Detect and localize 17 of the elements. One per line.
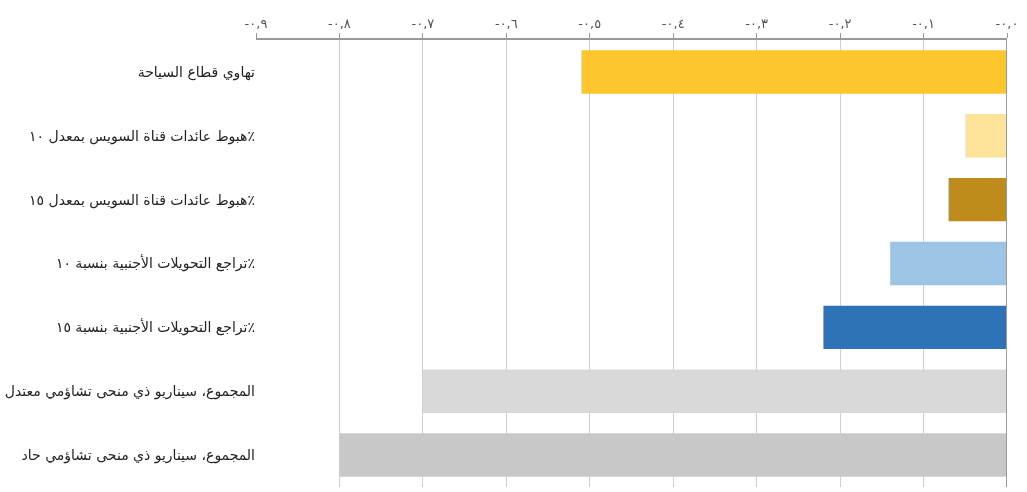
x-tick-label: -٠,٣ bbox=[745, 15, 769, 31]
x-tick-label: -٠,٤ bbox=[661, 15, 685, 31]
x-tick-label: -٠,٩ bbox=[244, 15, 268, 31]
x-tick-label: -٠,٦ bbox=[494, 15, 518, 31]
x-tick-label: -٠,٨ bbox=[328, 15, 351, 31]
y-tick-label: تراجع التحويلات الأجنبية بنسبة ١٥٪ bbox=[55, 318, 255, 337]
y-tick-label: هبوط عائدات قناة السويس بمعدل ١٥٪ bbox=[29, 191, 255, 209]
y-tick-label: المجموع، سيناريو ذي منحى تشاؤمي معتدل bbox=[4, 383, 255, 401]
x-tick-label: -٠,٧ bbox=[411, 15, 435, 31]
y-tick-label: تراجع التحويلات الأجنبية بنسبة ١٠٪ bbox=[55, 254, 255, 273]
x-tick-label: -٠,١ bbox=[912, 15, 935, 31]
x-tick-label: -٠,٥ bbox=[578, 15, 602, 31]
x-tick-label: -٠,٠ bbox=[995, 15, 1019, 31]
y-tick-label: هبوط عائدات قناة السويس بمعدل ١٠٪ bbox=[29, 127, 255, 145]
y-tick-label: المجموع، سيناريو ذي منحى تشاؤمي حاد bbox=[21, 446, 255, 464]
y-tick-label: تهاوي قطاع السياحة bbox=[137, 63, 256, 81]
x-tick-label: -٠,٢ bbox=[828, 15, 852, 31]
